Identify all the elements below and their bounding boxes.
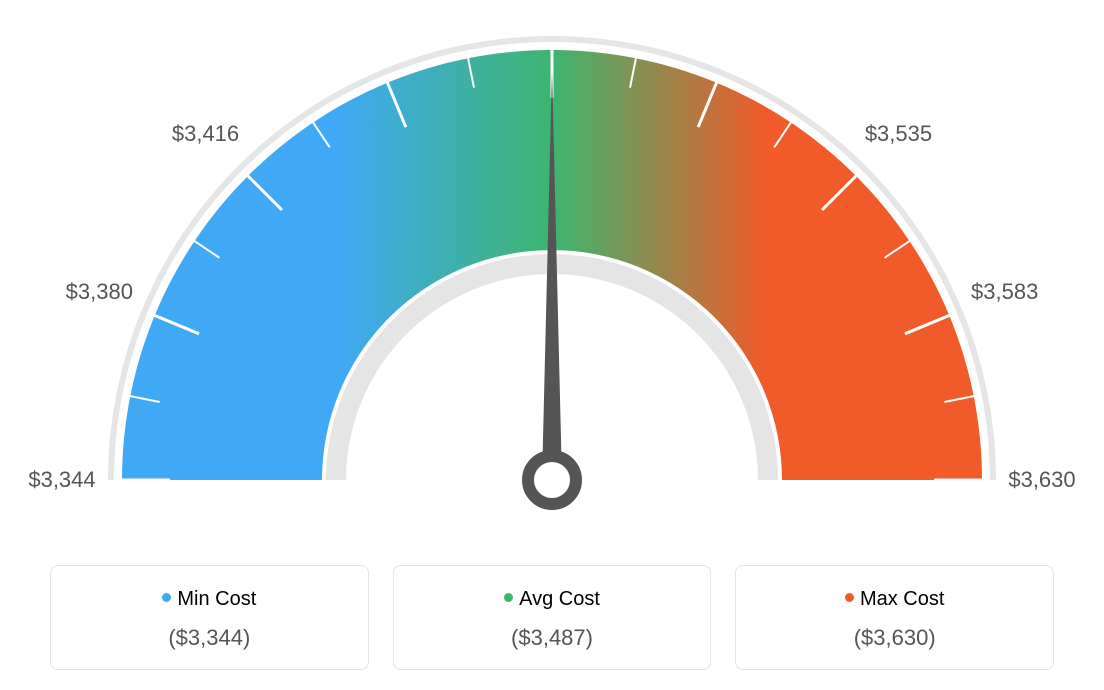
gauge-chart-container: $3,344 $3,380 $3,416 $3,487 $3,535 $3,583 $3,6… <box>0 0 1104 690</box>
legend-card-min: Min Cost ($3,344) <box>50 565 369 670</box>
gauge-tick-label: $3,583 <box>971 279 1038 305</box>
gauge-tick-label: $3,380 <box>66 279 133 305</box>
legend-label-max: Max Cost <box>860 588 944 610</box>
legend-card-avg: Avg Cost ($3,487) <box>393 565 712 670</box>
legend-card-max: Max Cost ($3,630) <box>735 565 1054 670</box>
gauge-tick-label: $3,344 <box>28 467 95 493</box>
gauge-tick-label: $3,630 <box>1008 467 1075 493</box>
gauge-tick-label: $3,535 <box>865 121 932 147</box>
legend-value-avg: ($3,487) <box>404 625 701 651</box>
gauge-svg <box>0 0 1104 560</box>
gauge-tick-label: $3,487 <box>518 0 585 3</box>
gauge-tick-label: $3,416 <box>172 121 239 147</box>
legend-value-min: ($3,344) <box>61 625 358 651</box>
legend-row: Min Cost ($3,344) Avg Cost ($3,487) Max … <box>50 565 1054 670</box>
legend-title-avg: Avg Cost <box>404 588 701 611</box>
legend-title-max: Max Cost <box>746 588 1043 611</box>
legend-value-max: ($3,630) <box>746 625 1043 651</box>
legend-title-min: Min Cost <box>61 588 358 611</box>
gauge-area: $3,344 $3,380 $3,416 $3,487 $3,535 $3,583 $3,6… <box>0 0 1104 560</box>
dot-icon <box>845 593 854 602</box>
legend-label-avg: Avg Cost <box>519 588 600 610</box>
dot-icon <box>162 593 171 602</box>
legend-label-min: Min Cost <box>177 588 256 610</box>
dot-icon <box>504 593 513 602</box>
